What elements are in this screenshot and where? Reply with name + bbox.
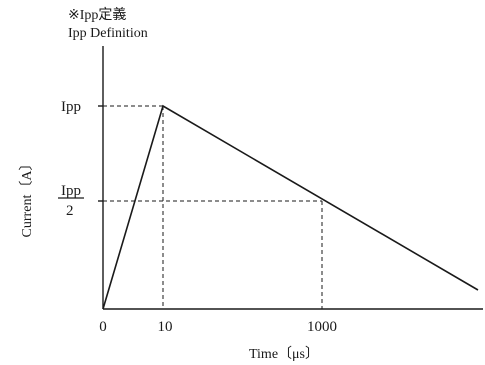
y-label-half-numerator: Ipp xyxy=(61,183,81,199)
x-tick-10: 10 xyxy=(158,319,173,335)
title-english: Ipp Definition xyxy=(68,26,148,41)
y-axis-title: Current〔A〕 xyxy=(19,157,35,238)
y-label-half-denominator: 2 xyxy=(66,203,74,219)
x-tick-0: 0 xyxy=(99,319,107,335)
current-waveform-line xyxy=(102,104,479,310)
y-label-ipp: Ipp xyxy=(61,99,81,115)
x-tick-1000: 1000 xyxy=(307,319,337,335)
x-axis-title: Time〔μs〕 xyxy=(249,346,319,362)
title-japanese: ※Ipp定義 xyxy=(68,6,126,23)
